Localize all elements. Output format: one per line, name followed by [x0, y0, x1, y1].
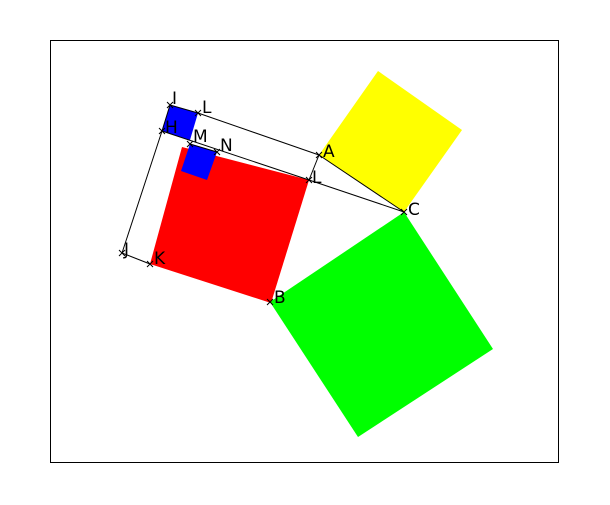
marker-I — [166, 101, 174, 109]
label-J: J — [123, 240, 129, 260]
segment-HL — [161, 130, 310, 181]
marker-H — [158, 127, 166, 135]
marker-C — [400, 208, 408, 216]
marker-L-top — [194, 109, 202, 117]
label-L-top: L — [202, 98, 212, 118]
point-markers — [118, 101, 408, 306]
blue-square-small — [162, 105, 198, 140]
label-B: B — [274, 288, 286, 308]
blue-square-inner — [181, 144, 217, 180]
label-L-mid: L — [312, 168, 322, 188]
marker-N — [213, 148, 221, 156]
green-square — [270, 212, 493, 437]
marker-M — [186, 140, 194, 148]
point-labels: I L H M N A L C J K B — [123, 89, 420, 308]
yellow-square — [319, 71, 462, 212]
marker-B — [266, 298, 274, 306]
segment-LA — [197, 112, 320, 156]
segment-HJ — [121, 130, 163, 254]
marker-A — [315, 151, 323, 159]
segment-IL — [169, 104, 199, 114]
segment-AC — [318, 154, 405, 213]
segment-JK — [121, 252, 151, 265]
segment-LC — [308, 179, 405, 213]
label-A: A — [323, 142, 335, 162]
marker-J — [118, 249, 126, 257]
marker-K — [146, 260, 154, 268]
label-C: C — [408, 200, 420, 220]
label-N: N — [220, 136, 233, 156]
label-K: K — [154, 249, 166, 269]
red-square — [150, 147, 309, 303]
label-H: H — [165, 118, 178, 138]
segment-IH — [161, 104, 171, 132]
label-I: I — [172, 89, 177, 109]
segment-MN — [189, 143, 218, 153]
construction-lines — [121, 104, 405, 265]
segment-AL — [308, 154, 320, 181]
diagram-frame — [50, 40, 559, 463]
label-M: M — [193, 127, 208, 147]
marker-L-mid — [305, 176, 313, 184]
